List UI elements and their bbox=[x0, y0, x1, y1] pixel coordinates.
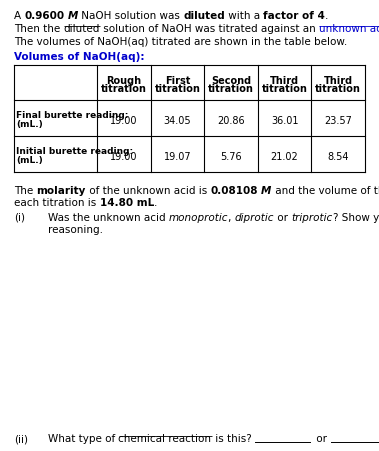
Text: The volumes of NaOH(aq) titrated are shown in the table below.: The volumes of NaOH(aq) titrated are sho… bbox=[14, 37, 347, 47]
Text: First: First bbox=[165, 75, 190, 86]
Text: 14.80 mL: 14.80 mL bbox=[100, 198, 154, 208]
Text: 34.05: 34.05 bbox=[164, 115, 191, 125]
Text: Rough: Rough bbox=[106, 75, 141, 86]
Text: triprotic: triprotic bbox=[292, 213, 333, 223]
Text: with a: with a bbox=[225, 11, 263, 21]
Text: factor of 4: factor of 4 bbox=[263, 11, 325, 21]
Text: 0.9600: 0.9600 bbox=[24, 11, 64, 21]
Text: M: M bbox=[68, 11, 78, 21]
Text: NaOH solution was: NaOH solution was bbox=[78, 11, 183, 21]
Text: titration: titration bbox=[101, 84, 147, 94]
Text: The: The bbox=[14, 186, 36, 196]
Text: diluted: diluted bbox=[183, 11, 225, 21]
Text: Volumes of NaOH(aq):: Volumes of NaOH(aq): bbox=[14, 52, 144, 62]
Text: M: M bbox=[261, 186, 271, 196]
Text: Was the unknown acid: Was the unknown acid bbox=[48, 213, 169, 223]
Text: of the unknown acid is: of the unknown acid is bbox=[86, 186, 210, 196]
Text: diluted: diluted bbox=[64, 24, 100, 34]
Text: .: . bbox=[325, 11, 329, 21]
Text: or: or bbox=[274, 213, 292, 223]
Text: .: . bbox=[154, 198, 157, 208]
Text: 0.08108: 0.08108 bbox=[210, 186, 258, 196]
Text: ? Show your calculations and: ? Show your calculations and bbox=[333, 213, 379, 223]
Text: and the volume of the unknown acid used in: and the volume of the unknown acid used … bbox=[271, 186, 379, 196]
Text: monoprotic: monoprotic bbox=[169, 213, 229, 223]
Text: Third: Third bbox=[324, 75, 353, 86]
Text: titration: titration bbox=[155, 84, 200, 94]
Text: 19.07: 19.07 bbox=[164, 152, 191, 161]
Text: (i): (i) bbox=[14, 213, 25, 223]
Text: Then the: Then the bbox=[14, 24, 64, 34]
Text: 21.02: 21.02 bbox=[271, 152, 299, 161]
Text: (ii): (ii) bbox=[14, 434, 28, 444]
Text: 36.01: 36.01 bbox=[271, 115, 298, 125]
Text: ,: , bbox=[229, 213, 235, 223]
Text: reasoning.: reasoning. bbox=[48, 225, 103, 235]
Text: Third: Third bbox=[270, 75, 299, 86]
Text: 20.86: 20.86 bbox=[217, 115, 245, 125]
Text: is this?: is this? bbox=[211, 434, 251, 444]
Text: A: A bbox=[14, 11, 24, 21]
Text: Final burette reading:: Final burette reading: bbox=[16, 111, 128, 120]
Text: or: or bbox=[313, 434, 330, 444]
Text: each titration is: each titration is bbox=[14, 198, 100, 208]
Text: molarity: molarity bbox=[36, 186, 86, 196]
Text: titration: titration bbox=[315, 84, 361, 94]
Text: 19.00: 19.00 bbox=[110, 115, 138, 125]
Text: diprotic: diprotic bbox=[235, 213, 274, 223]
Text: solution of NaOH was titrated against an: solution of NaOH was titrated against an bbox=[100, 24, 319, 34]
Text: chemical reaction: chemical reaction bbox=[119, 434, 211, 444]
Text: 23.57: 23.57 bbox=[324, 115, 352, 125]
Text: (mL.): (mL.) bbox=[16, 120, 43, 129]
Text: titration: titration bbox=[208, 84, 254, 94]
Text: (mL.): (mL.) bbox=[16, 156, 43, 165]
Text: 5.76: 5.76 bbox=[220, 152, 242, 161]
Text: titration: titration bbox=[262, 84, 307, 94]
Text: unknown acid: unknown acid bbox=[319, 24, 379, 34]
Text: 19.00: 19.00 bbox=[110, 152, 138, 161]
Text: What type of: What type of bbox=[48, 434, 119, 444]
Text: Second: Second bbox=[211, 75, 251, 86]
Text: Initial burette reading:: Initial burette reading: bbox=[16, 147, 133, 156]
Text: 8.54: 8.54 bbox=[327, 152, 349, 161]
